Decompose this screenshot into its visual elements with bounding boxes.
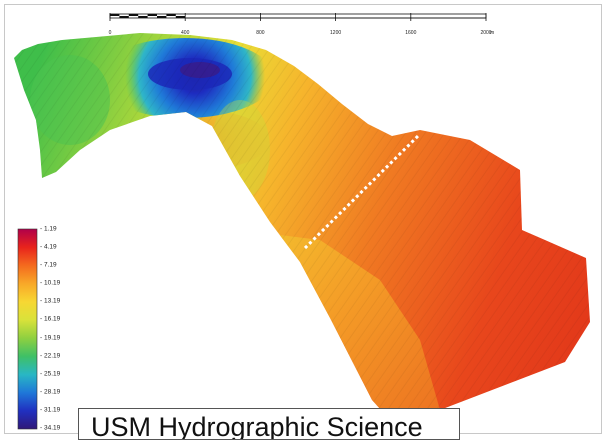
survey-track-line [303,134,420,250]
scale-checker [147,14,157,16]
legend-label: - 7.19 [40,261,57,269]
depth-legend [17,228,38,430]
scale-tick-label: 400 [181,30,190,36]
caption-box: USM Hydrographic Science [78,408,460,440]
scale-unit-label: m [490,30,495,36]
legend-label: - 16.19 [40,315,61,323]
legend-label: - 10.19 [40,279,61,287]
legend-label: - 19.19 [40,334,61,342]
legend-label: - 1.19 [40,225,57,233]
legend-label: - 22.19 [40,352,61,360]
scale-checker [157,16,167,18]
scale-checker [119,16,129,18]
scale-tick-label: 1200 [330,30,342,36]
legend-label: - 31.19 [40,406,61,414]
legend-label: - 25.19 [40,370,61,378]
scale-checker [175,16,186,18]
scale-checker [110,14,120,16]
scale-tick-label: 800 [256,30,265,36]
legend-label: - 13.19 [40,297,61,305]
scale-bar [109,13,487,21]
scale-tick-label: 2000 [480,30,492,36]
legend-label: - 28.19 [40,388,61,396]
legend-label: - 4.19 [40,243,57,251]
caption-title: USM Hydrographic Science [91,412,423,440]
scale-checker [166,14,176,16]
scale-checker [128,14,139,16]
scale-tick-label: 1600 [405,30,417,36]
legend-label: - 34.19 [40,424,61,432]
scale-tick-label: 0 [108,30,112,36]
scale-checker [138,16,148,18]
